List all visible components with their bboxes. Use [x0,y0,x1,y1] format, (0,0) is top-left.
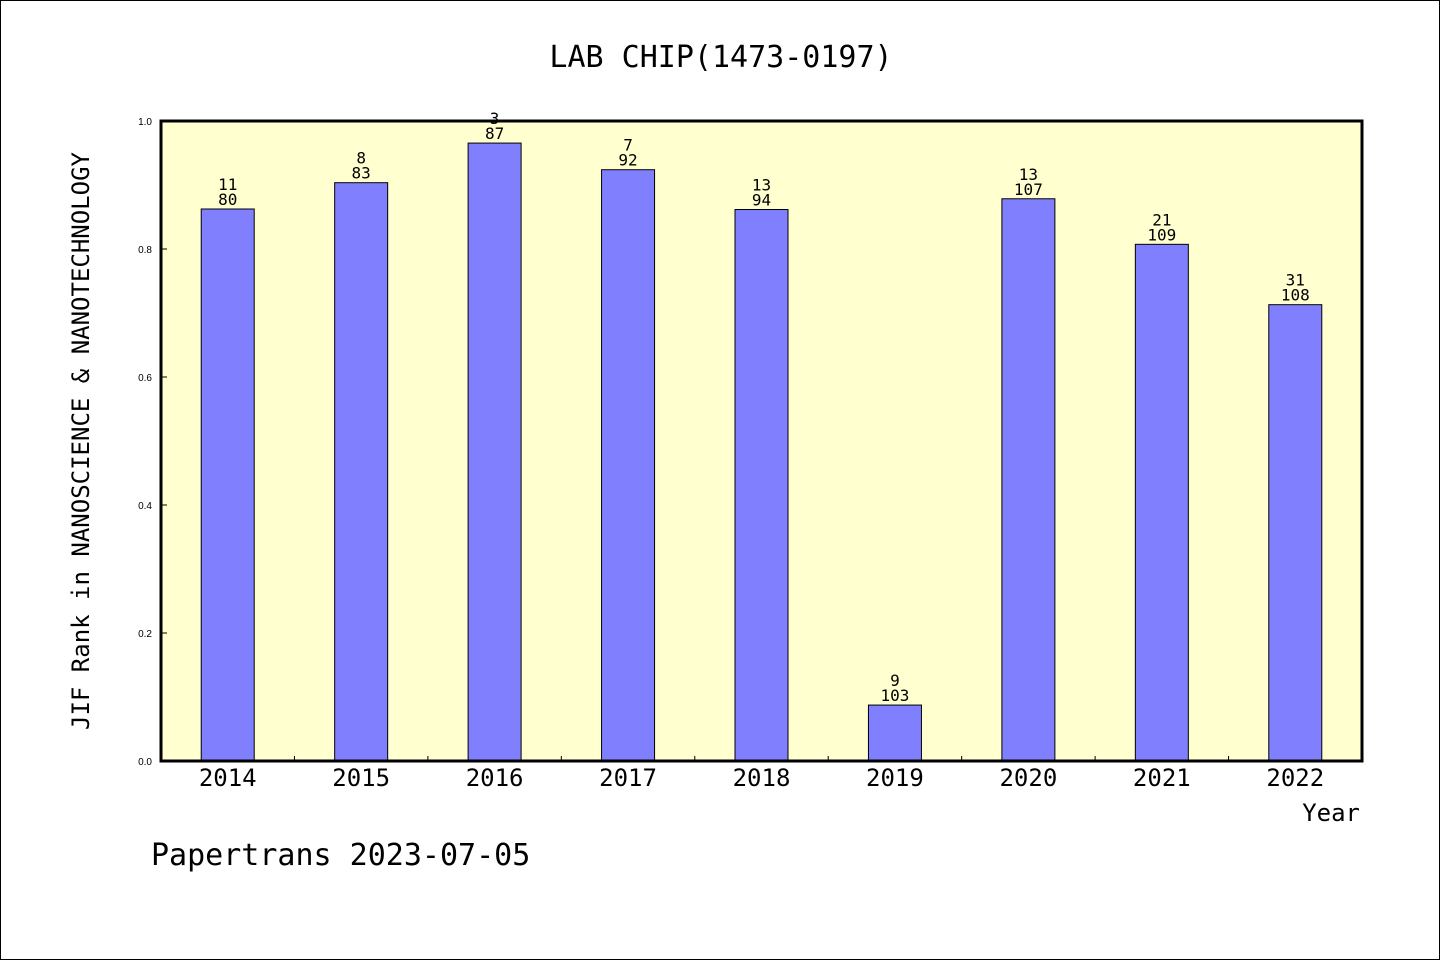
bar-2016 [467,142,522,762]
y-axis-label: JIF Rank in NANOSCIENCE & NANOTECHNOLOGY [67,151,95,730]
x-category-label: 2014 [199,764,257,792]
bar-2021 [1134,243,1189,762]
bar-rank-label: 9 [890,671,900,690]
x-category-label: 2015 [332,764,390,792]
y-tick-label: 0.2 [138,629,152,640]
bar-total-label: 109 [1147,225,1176,244]
bar-rank-label: 21 [1152,210,1171,229]
x-category-label: 2020 [999,764,1057,792]
bar-total-label: 92 [618,151,637,170]
bars-group [200,142,1323,762]
x-category-label: 2022 [1266,764,1324,792]
bar-rank-label: 13 [752,176,771,195]
bar-rank-label: 13 [1019,165,1038,184]
y-tick-label: 0.4 [138,501,152,512]
bar-rank-label: 31 [1286,271,1305,290]
bar-2019 [867,704,922,762]
bar-total-label: 103 [880,686,909,705]
x-category-label: 2017 [599,764,657,792]
bar-rank-label: 8 [356,149,366,168]
bar-2022 [1268,304,1323,762]
bar-total-label: 87 [485,124,504,143]
y-tick-label: 0.8 [138,245,152,256]
x-category-label: 2021 [1133,764,1191,792]
bar-2014 [200,208,255,762]
bar-rank-label: 11 [218,175,237,194]
bar-rank-label: 7 [623,136,633,155]
bar-2017 [601,169,656,762]
bar-total-label: 108 [1281,286,1310,305]
bar-total-label: 94 [752,191,771,210]
bar-2020 [1001,198,1056,762]
chart-title: LAB CHIP(1473-0197) [549,40,892,75]
x-axis-categories: 2014 2015 2016 2017 2018 2019 2020 2021 2022 [199,764,1324,792]
footer-credit: Papertrans 2023-07-05 [151,838,530,873]
y-tick-label: 1.0 [138,117,152,128]
x-category-label: 2018 [733,764,791,792]
bar-total-label: 107 [1014,180,1043,199]
y-tick-label: 0.6 [138,373,152,384]
x-axis-label: Year [1302,799,1360,827]
bar-total-label: 83 [352,164,371,183]
x-category-label: 2019 [866,764,924,792]
x-category-label: 2016 [466,764,524,792]
bar-2015 [334,182,389,762]
plot-border [159,119,1364,763]
bar-rank-label: 3 [490,109,500,128]
y-tick-label: 0.0 [138,757,152,768]
bar-total-label: 80 [218,190,237,209]
bar-2018 [734,209,789,762]
